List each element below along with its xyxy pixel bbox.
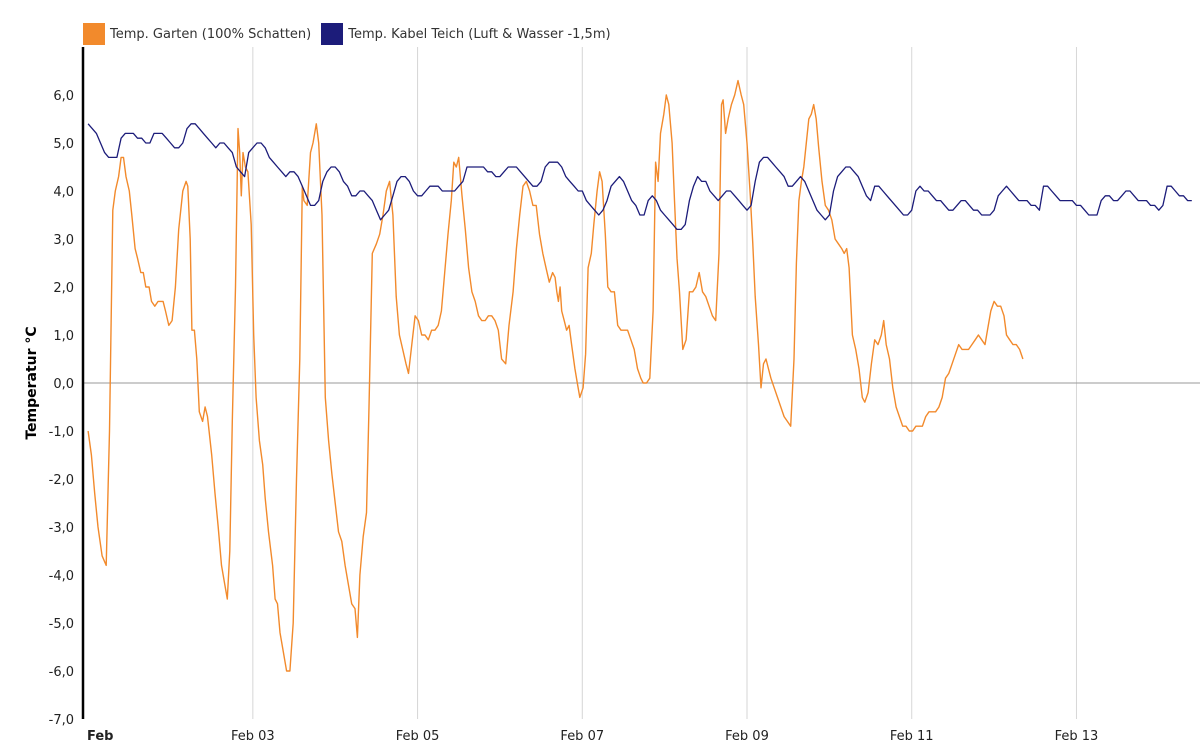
x-tick-label: Feb 05 <box>396 729 440 744</box>
series-line-kabel-teich[interactable] <box>87 123 1192 231</box>
y-axis-title: Temperatur °C <box>24 326 40 439</box>
chart-legend: Temp. Garten (100% Schatten) Temp. Kabel… <box>83 21 621 47</box>
y-tick-label: -5,0 <box>49 617 74 632</box>
y-tick-label: -6,0 <box>49 665 74 680</box>
legend-item-kabel-teich[interactable]: Temp. Kabel Teich (Luft & Wasser -1,5m) <box>321 23 611 45</box>
y-tick-label: -3,0 <box>49 521 74 536</box>
x-tick-label: Feb 11 <box>890 729 934 744</box>
y-tick-label: -2,0 <box>49 473 74 488</box>
y-tick-label: 0,0 <box>53 377 74 392</box>
y-tick-label: 1,0 <box>53 329 74 344</box>
y-tick-label: 2,0 <box>53 281 74 296</box>
legend-item-garten[interactable]: Temp. Garten (100% Schatten) <box>83 23 311 45</box>
y-tick-label: -4,0 <box>49 569 74 584</box>
legend-label-garten: Temp. Garten (100% Schatten) <box>110 26 312 42</box>
y-tick-label: 5,0 <box>53 137 74 152</box>
x-tick-label: Feb 13 <box>1055 729 1099 744</box>
legend-swatch-kabel-teich <box>321 23 344 45</box>
series-line-garten[interactable] <box>87 79 1024 672</box>
x-tick-labels: Feb Feb 03 Feb 05 Feb 07 Feb 09 Feb 11 Feb 13 <box>87 729 1098 744</box>
axes: Temperatur °C <box>24 47 85 719</box>
y-tick-label: -7,0 <box>49 713 74 728</box>
y-tick-label: 4,0 <box>53 185 74 200</box>
y-tick-label: 6,0 <box>53 89 74 104</box>
x-tick-label: Feb 03 <box>231 729 275 744</box>
legend-swatch-garten <box>83 23 105 45</box>
series-lines <box>87 79 1192 672</box>
x-tick-label: Feb 07 <box>560 729 604 744</box>
y-tick-label: 3,0 <box>53 233 74 248</box>
y-tick-labels: 6,0 5,0 4,0 3,0 2,0 1,0 0,0 -1,0 -2,0 -3,0 -4,0 -5,… <box>49 89 74 728</box>
legend-label-kabel-teich: Temp. Kabel Teich (Luft & Wasser -1,5m) <box>348 26 611 42</box>
x-tick-label: Feb <box>87 729 113 744</box>
x-tick-label: Feb 09 <box>725 729 769 744</box>
y-tick-label: -1,0 <box>49 425 74 440</box>
grid <box>84 47 1200 719</box>
